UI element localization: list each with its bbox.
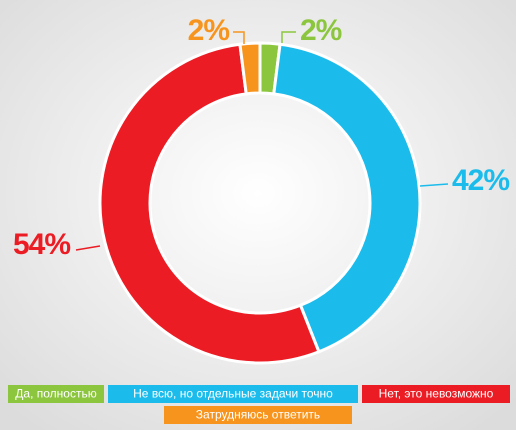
slice <box>98 42 321 365</box>
legend-swatch <box>164 406 352 424</box>
slice <box>238 41 262 96</box>
legend-label: Нет, это невозможно <box>379 387 494 401</box>
leader-line <box>233 31 245 44</box>
leader-line <box>75 245 101 251</box>
legend-label: Не всю, но отдельные задачи точно <box>133 387 333 401</box>
data-label: 54% <box>13 228 70 261</box>
leader-line <box>419 183 449 187</box>
legend-swatch <box>108 385 358 403</box>
data-label: 42% <box>452 164 509 197</box>
data-label: 2% <box>188 14 230 47</box>
legend-swatch <box>8 385 104 403</box>
legend-label: Да, полностью <box>15 387 96 401</box>
legend-swatch <box>362 385 510 403</box>
slice <box>272 42 422 354</box>
leader-line <box>281 31 296 44</box>
data-label: 2% <box>300 14 342 47</box>
legend-label: Затрудняюсь ответить <box>196 408 320 422</box>
